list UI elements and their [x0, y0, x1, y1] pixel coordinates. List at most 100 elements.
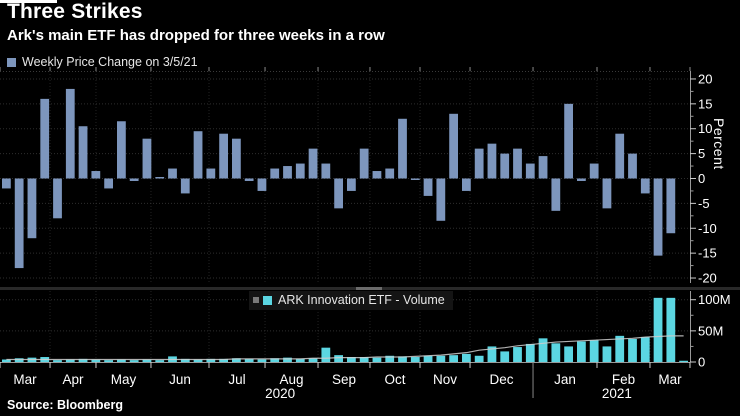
- price-tick-label: -10: [698, 221, 717, 236]
- year-label: 2021: [602, 386, 632, 401]
- month-label: Apr: [62, 372, 84, 387]
- price-tick-label: -15: [698, 246, 717, 261]
- price-tick-label: -20: [698, 271, 717, 286]
- price-bar: [538, 156, 548, 179]
- volume-bar: [244, 358, 254, 362]
- price-bar: [104, 178, 113, 189]
- volume-bar: [321, 347, 331, 362]
- price-bar: [91, 171, 101, 179]
- price-bar: [142, 138, 152, 179]
- price-bar: [295, 163, 305, 179]
- volume-bar: [474, 355, 484, 362]
- price-bar: [410, 178, 420, 180]
- volume-bar: [564, 346, 573, 362]
- price-bar: [347, 178, 356, 191]
- price-bar: [513, 148, 522, 179]
- price-bar: [423, 178, 433, 196]
- volume-bar: [602, 346, 612, 362]
- volume-bar: [628, 338, 637, 362]
- price-bar: [14, 178, 24, 269]
- price-bar: [193, 131, 203, 179]
- volume-bar: [65, 359, 75, 362]
- price-bar: [666, 178, 676, 234]
- volume-bar: [640, 337, 650, 362]
- price-bar: [653, 178, 663, 256]
- price-bar: [436, 178, 446, 221]
- price-bar: [40, 98, 50, 179]
- price-bar: [385, 168, 395, 179]
- volume-bar: [117, 359, 126, 362]
- volume-bar: [2, 359, 11, 362]
- volume-ma-line: [6, 335, 684, 361]
- volume-bar: [359, 357, 369, 362]
- volume-bar: [14, 358, 24, 362]
- price-bar: [449, 113, 458, 179]
- panel-divider-handle[interactable]: [356, 287, 382, 290]
- source-credit: Source: Bloomberg: [7, 398, 123, 412]
- price-bar: [180, 178, 190, 194]
- volume-bar: [525, 343, 535, 362]
- price-bar: [372, 171, 382, 179]
- price-bar: [283, 166, 292, 179]
- volume-bar: [232, 358, 241, 362]
- price-bar: [615, 133, 625, 179]
- price-bar: [270, 168, 280, 179]
- month-label: Jan: [554, 372, 576, 387]
- legend-mini-icon: [253, 297, 259, 303]
- volume-bar: [500, 351, 510, 362]
- price-bar: [53, 178, 62, 219]
- volume-bar: [142, 359, 152, 362]
- volume-bar: [283, 357, 292, 362]
- volume-bar: [589, 340, 599, 362]
- volume-bar: [615, 335, 625, 362]
- volume-bar: [334, 355, 343, 362]
- month-label: Mar: [658, 372, 682, 387]
- volume-bar: [577, 341, 586, 362]
- volume-bar: [398, 356, 407, 362]
- price-bar: [257, 178, 267, 191]
- volume-bar: [78, 358, 88, 362]
- volume-bar: [513, 347, 522, 362]
- volume-bar: [308, 358, 318, 362]
- price-bar: [487, 143, 497, 179]
- volume-bar: [385, 355, 395, 362]
- price-bar: [525, 163, 535, 179]
- month-label: Aug: [280, 372, 304, 387]
- volume-bar: [462, 353, 471, 362]
- price-legend[interactable]: Weekly Price Change on 3/5/21: [7, 55, 198, 69]
- price-bar: [27, 178, 37, 239]
- price-bar: [155, 177, 165, 179]
- month-label: Jul: [228, 372, 245, 387]
- volume-bar: [372, 357, 382, 362]
- price-bar: [168, 168, 177, 179]
- price-bar: [474, 148, 484, 179]
- volume-bar: [257, 359, 267, 362]
- price-tick-label: 20: [698, 71, 712, 86]
- price-legend-label: Weekly Price Change on 3/5/21: [22, 55, 198, 69]
- volume-bar: [53, 360, 62, 362]
- price-bar: [640, 178, 650, 194]
- price-bar: [321, 163, 331, 179]
- month-label: Mar: [13, 372, 37, 387]
- price-bar: [398, 118, 407, 179]
- price-bar: [117, 121, 126, 179]
- price-bar: [589, 163, 599, 179]
- volume-bar: [155, 360, 165, 362]
- volume-bar: [219, 358, 228, 362]
- month-label: May: [111, 372, 137, 387]
- volume-bar: [104, 360, 113, 362]
- price-bar: [219, 133, 228, 179]
- volume-bar: [206, 358, 216, 362]
- volume-bar: [551, 343, 561, 362]
- price-bar: [602, 178, 612, 209]
- price-tick-label: 5: [698, 146, 705, 161]
- volume-legend[interactable]: ARK Innovation ETF - Volume: [249, 291, 453, 310]
- volume-bar: [679, 360, 688, 362]
- price-bar: [2, 178, 11, 189]
- volume-bar: [347, 357, 356, 362]
- volume-bar: [487, 346, 497, 362]
- volume-tick-label: 50M: [698, 323, 723, 338]
- volume-bar: [666, 297, 676, 362]
- volume-bar: [295, 358, 305, 362]
- price-bar: [359, 148, 369, 179]
